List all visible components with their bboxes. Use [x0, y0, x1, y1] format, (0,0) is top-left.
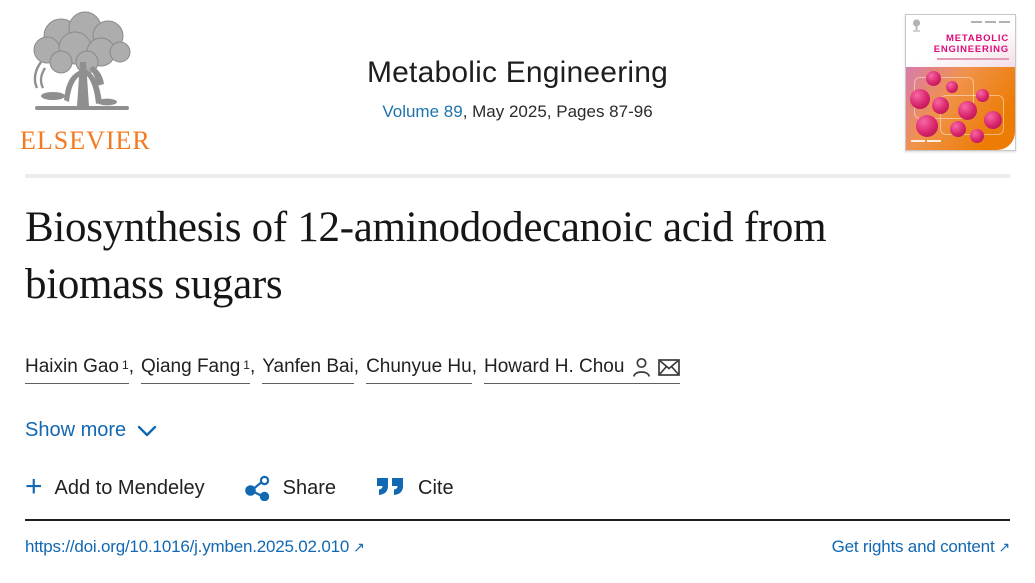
author-list: Haixin Gao 1, Qiang Fang 1, Yanfen Bai, Ch… [25, 356, 681, 384]
rights-and-content-link[interactable]: Get rights and content ↗ [831, 537, 1011, 556]
footer-links: https://doi.org/10.1016/j.ymben.2025.02.… [25, 537, 1010, 557]
action-bar: + Add to Mendeley Share Cite [25, 470, 454, 503]
cite-button[interactable]: Cite [376, 477, 454, 500]
author-qiang-fang[interactable]: Qiang Fang 1, [140, 356, 262, 384]
elsevier-logo[interactable]: ELSEVIER [20, 10, 151, 156]
article-title: Biosynthesis of 12-aminododecanoic acid … [25, 204, 827, 309]
cover-bottom-smalltext [911, 139, 941, 142]
cover-masthead: METABOLIC ENGINEERING [906, 15, 1015, 67]
add-to-mendeley-label: Add to Mendeley [54, 476, 205, 499]
cover-subtitle-line [937, 58, 1009, 60]
footer-divider [25, 519, 1010, 521]
show-more-button[interactable]: Show more [25, 419, 157, 442]
plus-icon: + [25, 470, 43, 503]
issue-line: Volume 89, May 2025, Pages 87-96 [0, 102, 1035, 122]
journal-cover-thumbnail[interactable]: METABOLIC ENGINEERING [905, 14, 1016, 151]
author-chunyue-hu[interactable]: Chunyue Hu, [366, 356, 484, 384]
author-affiliation-sup: 1 [122, 358, 129, 372]
email-envelope-icon [658, 358, 681, 376]
journal-banner: Metabolic Engineering Volume 89, May 202… [0, 56, 1035, 122]
issue-info: , May 2025, Pages 87-96 [462, 102, 653, 121]
show-more-label: Show more [25, 419, 127, 441]
external-link-icon: ↗ [353, 539, 365, 555]
add-to-mendeley-button[interactable]: + Add to Mendeley [25, 470, 205, 503]
corresponding-author-icon [633, 357, 651, 377]
author-yanfen-bai[interactable]: Yanfen Bai, [262, 356, 366, 384]
share-label: Share [282, 476, 337, 499]
cover-top-smalltext [971, 21, 1010, 23]
journal-title-link[interactable]: Metabolic Engineering [366, 56, 669, 89]
cover-journal-title: METABOLIC ENGINEERING [933, 33, 1009, 56]
elsevier-tree-icon [33, 11, 131, 110]
cover-mini-elsevier-logo-icon [912, 19, 921, 32]
volume-link[interactable]: Volume 89 [382, 102, 463, 121]
author-affiliation-sup: 1 [243, 358, 250, 372]
share-icon [244, 475, 269, 501]
doi-link[interactable]: https://doi.org/10.1016/j.ymben.2025.02.… [25, 537, 365, 556]
header-divider [25, 174, 1010, 178]
cover-artwork [906, 67, 1015, 150]
chevron-down-icon [137, 425, 157, 436]
cite-label: Cite [418, 476, 454, 499]
author-howard-h-chou[interactable]: Howard H. Chou [483, 356, 681, 384]
external-link-icon: ↗ [998, 539, 1010, 555]
author-haixin-gao[interactable]: Haixin Gao 1, [25, 356, 141, 384]
elsevier-wordmark: ELSEVIER [20, 126, 151, 155]
cite-quote-icon [377, 478, 404, 495]
share-button[interactable]: Share [244, 475, 337, 501]
